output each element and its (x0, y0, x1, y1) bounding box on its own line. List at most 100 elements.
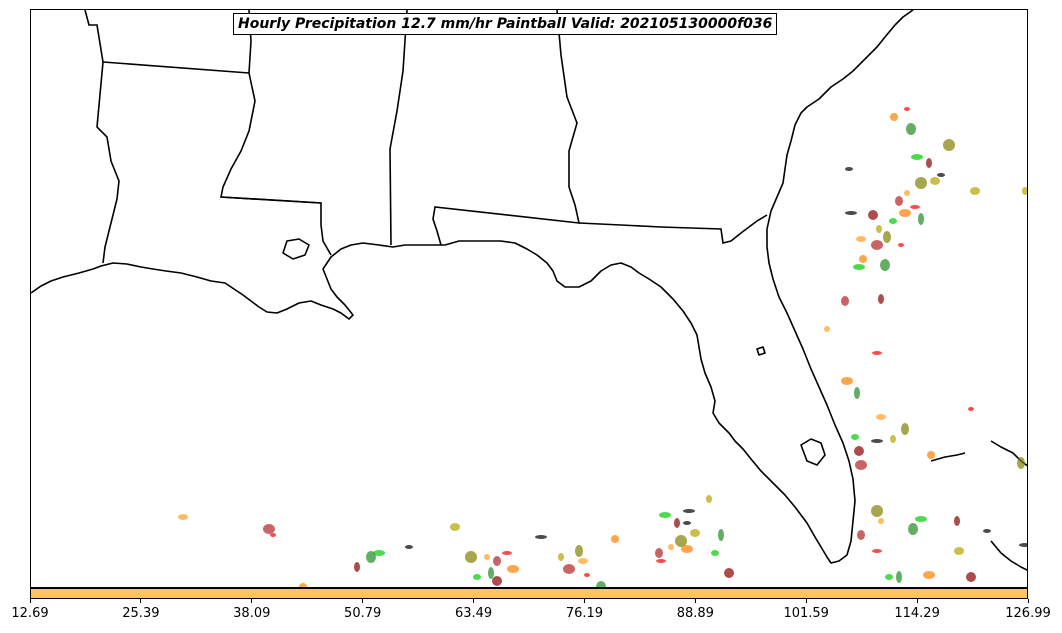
precip-blob (878, 294, 884, 304)
precip-blob (1022, 187, 1027, 195)
colorbar-tick (1027, 599, 1029, 603)
precip-blob (502, 551, 512, 555)
precip-blob (690, 529, 700, 537)
precip-blob (854, 446, 864, 456)
precip-blob (937, 173, 945, 177)
precip-blob (872, 549, 882, 553)
precip-blob (885, 574, 893, 580)
colorbar-tick-label: 114.29 (894, 606, 940, 621)
precip-blob (915, 177, 927, 189)
colorbar-tick (362, 599, 364, 603)
precip-blob (824, 326, 830, 332)
precip-blob (923, 571, 935, 579)
precip-blob (405, 545, 413, 549)
precip-blob (910, 205, 920, 209)
precip-blob (896, 571, 902, 583)
precip-blob (878, 518, 884, 524)
colorbar-tick-label: 50.79 (344, 606, 382, 621)
precip-blob (911, 154, 923, 160)
precip-blob (473, 574, 481, 580)
precip-blob (904, 107, 910, 111)
precip-blob (880, 259, 890, 271)
precip-blob (954, 547, 964, 555)
precip-blob (718, 529, 724, 541)
precip-blob (930, 177, 940, 185)
precip-blob (584, 573, 590, 577)
colorbar-tick (29, 599, 31, 603)
map-panel (30, 9, 1028, 588)
precip-blob (899, 209, 911, 217)
precip-blob (901, 423, 909, 435)
map-canvas (31, 10, 1027, 587)
precip-blob (535, 535, 547, 539)
precip-blob (299, 583, 307, 587)
precip-blob (890, 113, 898, 121)
colorbar-tick (583, 599, 585, 603)
precip-blob (857, 530, 865, 540)
precip-blob (578, 558, 588, 564)
precip-blob (668, 544, 674, 550)
precip-blob (841, 377, 853, 385)
colorbar-tick-label: 12.69 (11, 606, 49, 621)
precip-blob (563, 564, 575, 574)
colorbar-tick (805, 599, 807, 603)
precip-blob (970, 187, 980, 195)
precip-blob (871, 240, 883, 250)
precip-blob (575, 545, 583, 557)
precip-blob (488, 567, 494, 579)
precip-blob (656, 559, 666, 563)
precip-blob (493, 556, 501, 566)
precip-blob (898, 243, 904, 247)
precip-blob (659, 512, 671, 518)
precip-blob (611, 535, 619, 543)
precip-blob (871, 439, 883, 443)
precip-blob (596, 581, 606, 587)
precip-blob (883, 231, 891, 243)
precip-blob (724, 568, 734, 578)
precip-blob (683, 521, 691, 525)
precip-blob (889, 218, 897, 224)
precip-blob (854, 387, 860, 399)
colorbar-tick (694, 599, 696, 603)
precip-blob (674, 518, 680, 528)
colorbar-tick (140, 599, 142, 603)
precip-blob (465, 551, 477, 563)
precip-blob (968, 407, 974, 411)
precip-blob (683, 509, 695, 513)
precip-blob (681, 545, 693, 553)
precip-blob (859, 255, 867, 263)
precip-blob (855, 460, 867, 470)
colorbar-tick (251, 599, 253, 603)
precip-blob (918, 213, 924, 225)
precip-blob (872, 351, 882, 355)
precip-blob (851, 434, 859, 440)
precip-blob (1019, 543, 1027, 547)
precip-blob (966, 572, 976, 582)
coastline (31, 10, 1027, 571)
colorbar (30, 588, 1028, 599)
precip-blob (841, 296, 849, 306)
colorbar-tick-label: 76.19 (565, 606, 604, 621)
precip-blob (263, 524, 275, 534)
precip-blob (853, 264, 865, 270)
colorbar-tick-label: 38.09 (233, 606, 271, 621)
precip-blob (927, 451, 935, 459)
precip-blob (845, 167, 853, 171)
precip-blob (484, 554, 490, 560)
precip-blob (983, 529, 991, 533)
colorbar-tick-label: 88.89 (676, 606, 714, 621)
precip-blob (915, 516, 927, 522)
colorbar-tick-label: 126.99 (1005, 606, 1051, 621)
colorbar-tick (916, 599, 918, 603)
precip-blob (856, 236, 866, 242)
precip-blob (876, 225, 882, 233)
precip-blob (890, 435, 896, 443)
precip-blob (845, 211, 857, 215)
precip-paintballs (178, 107, 1027, 587)
precip-blob (904, 190, 910, 196)
precip-blob (450, 523, 460, 531)
precip-blob (675, 535, 687, 547)
precip-blob (908, 523, 918, 535)
colorbar-tick-label: 101.59 (783, 606, 829, 621)
precip-blob (354, 562, 360, 572)
